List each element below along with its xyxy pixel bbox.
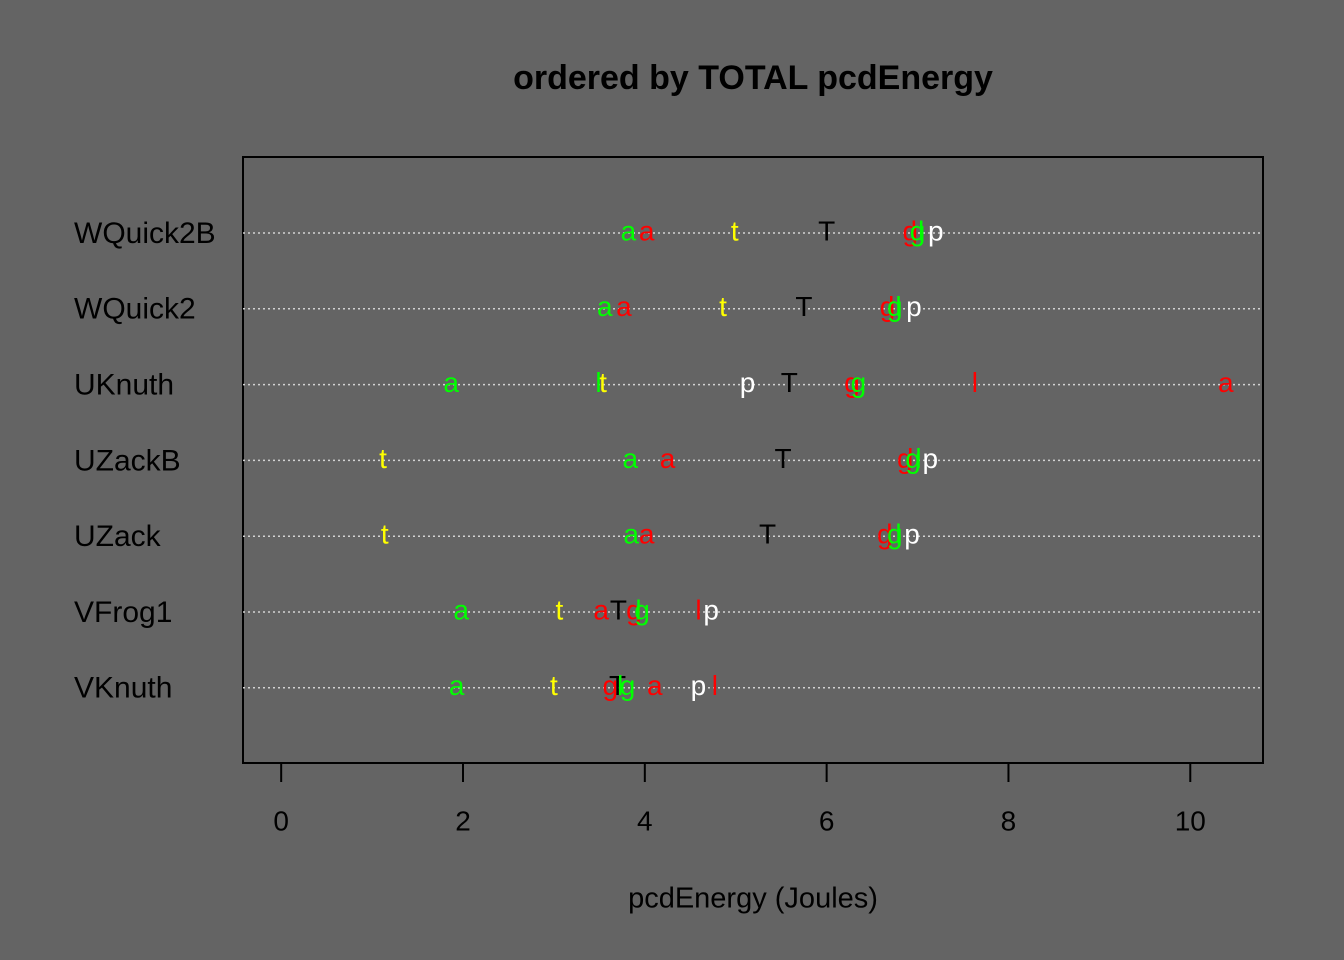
dot-letter: g xyxy=(887,519,903,550)
category-label: VFrog1 xyxy=(74,596,172,629)
dot-letter: T xyxy=(610,594,627,625)
dot-letter: a xyxy=(616,291,632,322)
dot-letter: g xyxy=(634,594,650,625)
x-axis-label: pcdEnergy (Joules) xyxy=(628,883,878,915)
x-tick-label: 10 xyxy=(1175,805,1206,836)
dot-letter: g xyxy=(902,215,918,246)
dot-letter: l xyxy=(635,594,641,625)
category-label: UZackB xyxy=(74,444,181,477)
dot-letter: t xyxy=(379,443,387,474)
dot-letter: a xyxy=(597,291,613,322)
dot-letter: a xyxy=(1218,367,1234,398)
dot-letter: p xyxy=(922,443,938,474)
dot-letter: t xyxy=(381,519,389,550)
dot-letter: p xyxy=(906,291,922,322)
dot-letter: l xyxy=(895,519,901,550)
dot-letter: T xyxy=(774,443,791,474)
dot-letter: l xyxy=(617,670,623,701)
dot-letter: T xyxy=(795,291,812,322)
dot-letter: a xyxy=(453,594,469,625)
dot-letter: T xyxy=(759,519,776,550)
dot-letter: l xyxy=(595,367,601,398)
dot-letter: a xyxy=(593,594,609,625)
dot-letter: p xyxy=(703,594,719,625)
dot-letter: g xyxy=(620,670,636,701)
dot-letter: t xyxy=(555,594,563,625)
dot-letter: g xyxy=(897,443,913,474)
dot-letter: p xyxy=(928,215,944,246)
dot-letter: g xyxy=(905,443,921,474)
category-label: WQuick2B xyxy=(74,217,216,250)
dot-letter: t xyxy=(731,215,739,246)
x-tick-label: 2 xyxy=(455,805,471,836)
dot-letter: l xyxy=(886,519,892,550)
dot-letter: l xyxy=(907,443,913,474)
dot-letter: t xyxy=(599,367,607,398)
dot-letter: a xyxy=(443,367,459,398)
dot-letter: a xyxy=(623,519,639,550)
dot-letter: T xyxy=(781,367,798,398)
x-tick-label: 4 xyxy=(637,805,653,836)
x-tick-label: 0 xyxy=(273,805,289,836)
dot-letter: g xyxy=(602,670,618,701)
dot-letter: a xyxy=(622,443,638,474)
category-label: UKnuth xyxy=(74,369,174,402)
dot-letter: g xyxy=(887,291,903,322)
dot-letter: l xyxy=(972,367,978,398)
dot-letter: l xyxy=(712,670,718,701)
dot-letter: l xyxy=(915,443,921,474)
dot-letter: a xyxy=(660,443,676,474)
dot-letter: a xyxy=(449,670,465,701)
dot-letter: T xyxy=(818,215,835,246)
category-label: UZack xyxy=(74,520,162,553)
category-label: WQuick2 xyxy=(74,293,196,326)
dot-letter: g xyxy=(844,367,860,398)
dot-letter: p xyxy=(740,367,756,398)
dot-letter: a xyxy=(639,215,655,246)
x-tick-label: 8 xyxy=(1001,805,1017,836)
dot-letter: g xyxy=(626,594,642,625)
dot-letter: g xyxy=(910,215,926,246)
dot-letter: a xyxy=(621,215,637,246)
x-tick-label: 6 xyxy=(819,805,835,836)
dot-letter: l xyxy=(888,291,894,322)
dot-letter: l xyxy=(918,215,924,246)
dot-letter: a xyxy=(647,670,663,701)
dot-letter: p xyxy=(691,670,707,701)
dot-letter: l xyxy=(695,594,701,625)
dot-letter: g xyxy=(880,291,896,322)
dot-letter: l xyxy=(911,215,917,246)
dot-letter: t xyxy=(719,291,727,322)
dot-letter: p xyxy=(904,519,920,550)
dot-letter: g xyxy=(851,367,867,398)
dot-letter: t xyxy=(550,670,558,701)
dot-letter: T xyxy=(609,670,626,701)
dot-letter: l xyxy=(895,291,901,322)
dot-letter: g xyxy=(877,519,893,550)
dot-letter: a xyxy=(639,519,655,550)
category-label: VKnuth xyxy=(74,672,172,705)
chart-title: ordered by TOTAL pcdEnergy xyxy=(513,59,993,97)
